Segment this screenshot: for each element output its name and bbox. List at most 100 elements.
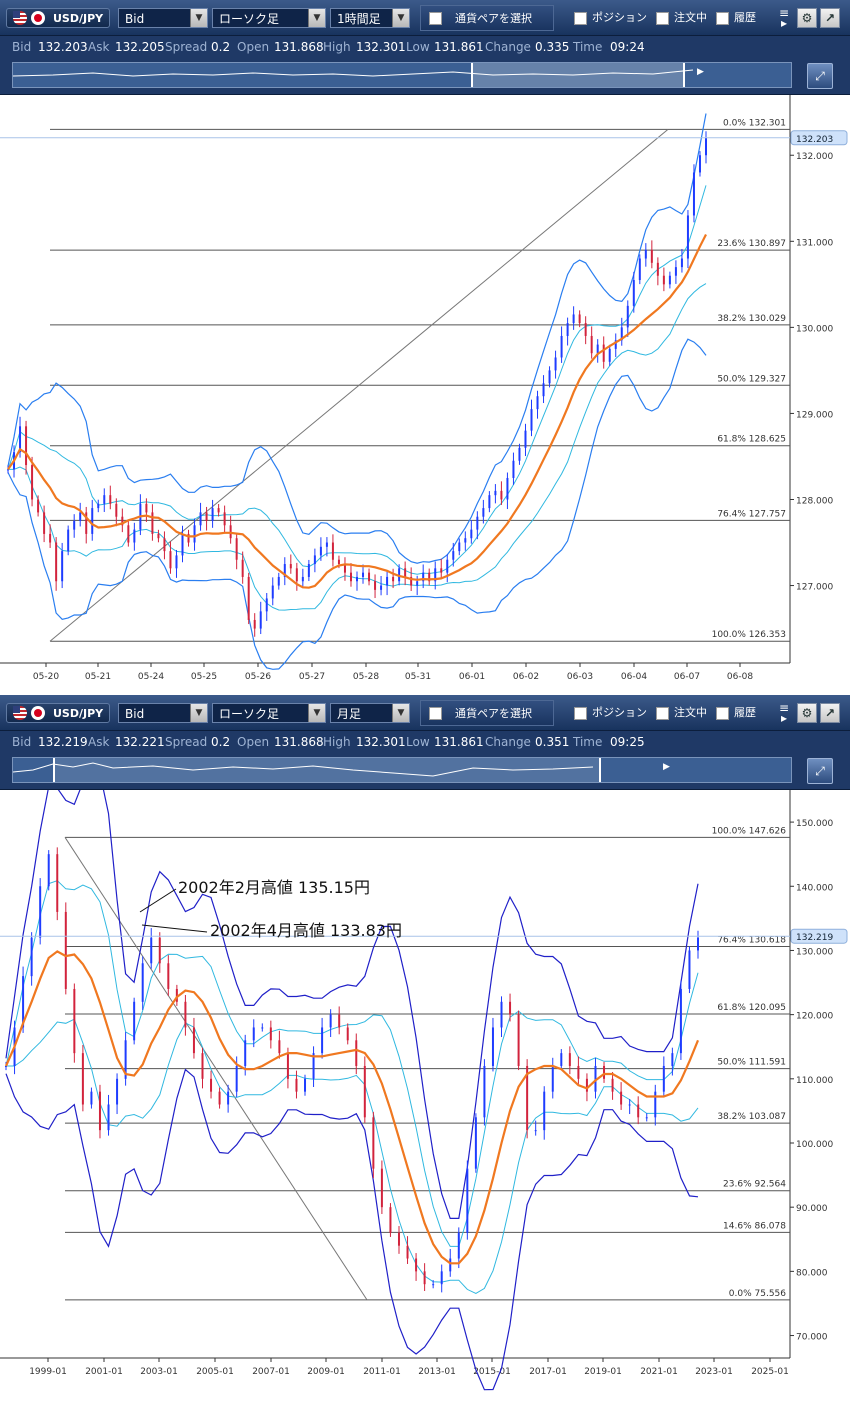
popout-icon[interactable]: ↗: [820, 8, 840, 28]
candle-body: [446, 559, 449, 573]
navigator-track[interactable]: ▶: [12, 62, 792, 88]
orders-checkbox[interactable]: [656, 707, 669, 720]
currency-pair-label: USD/JPY: [53, 707, 104, 720]
toolbar: USD/JPY Bid ▼ ローソク足 ▼ 月足 ▼ 通貨ペアを選択 ポジション…: [0, 695, 850, 731]
popout-icon[interactable]: ↗: [820, 703, 840, 723]
candle-body: [175, 988, 178, 1002]
gear-icon[interactable]: ⚙: [797, 8, 817, 28]
low-label: Low: [406, 40, 430, 54]
history-toggle[interactable]: 履歴: [716, 8, 766, 28]
candle-body: [321, 1027, 324, 1054]
timeframe-select[interactable]: 1時間足 ▼: [330, 8, 410, 28]
candle-body: [25, 426, 28, 466]
expand-icon[interactable]: ⤢: [807, 63, 833, 89]
fibonacci-label: 14.6% 86.078: [723, 1221, 786, 1231]
candle-body: [201, 1053, 204, 1079]
x-tick-label: 2001-01: [85, 1367, 123, 1377]
candle-body: [524, 430, 527, 448]
y-tick-label: 132.000: [796, 152, 833, 162]
navigator-bar: ▶ ⤢: [0, 58, 850, 95]
candle-body: [697, 937, 699, 951]
pair-select-checkbox[interactable]: [429, 707, 442, 720]
history-toggle[interactable]: 履歴: [716, 703, 766, 723]
bid-value: 132.203: [38, 40, 88, 54]
position-checkbox[interactable]: [574, 707, 587, 720]
moving-average-line: [4, 950, 700, 1265]
position-checkbox[interactable]: [574, 12, 587, 25]
chart-type-select[interactable]: ローソク足 ▼: [212, 703, 326, 723]
expand-icon[interactable]: ⤢: [807, 758, 833, 784]
play-icon[interactable]: ▶: [663, 762, 670, 772]
timeframe-select[interactable]: 月足 ▼: [330, 703, 410, 723]
navigator-track[interactable]: ▶: [12, 757, 792, 783]
candle-body: [543, 1091, 546, 1131]
history-checkbox[interactable]: [716, 707, 729, 720]
candle-body: [568, 1053, 571, 1066]
pair-select-button[interactable]: 通貨ペアを選択: [420, 700, 554, 726]
x-tick-label: 06-04: [621, 672, 647, 682]
candle-body: [265, 598, 268, 612]
currency-pair-button[interactable]: USD/JPY: [6, 8, 110, 28]
orders-label: 注文中: [674, 11, 707, 24]
high-label: High: [323, 40, 351, 54]
ask-label: Ask: [88, 735, 110, 749]
gear-icon[interactable]: ⚙: [797, 703, 817, 723]
candle-body: [654, 1091, 657, 1118]
price-type-select[interactable]: Bid ▼: [118, 8, 208, 28]
y-tick-label: 140.000: [796, 883, 833, 893]
current-price-label: 132.203: [796, 135, 833, 145]
play-icon[interactable]: ▶: [697, 67, 704, 77]
y-tick-label: 100.000: [796, 1140, 833, 1150]
candle-body: [380, 585, 383, 590]
candle-body: [372, 1117, 375, 1169]
chart-type-value: ローソク足: [219, 707, 280, 721]
spread-value: 0.2: [211, 40, 231, 54]
x-tick-label: 2011-01: [363, 1367, 401, 1377]
x-tick-label: 2003-01: [140, 1367, 178, 1377]
navigator-range-handle[interactable]: [53, 758, 601, 782]
position-toggle[interactable]: ポジション: [574, 8, 650, 28]
candle-body: [509, 1001, 512, 1015]
chevron-down-icon: ▼: [190, 704, 207, 722]
candle-body: [656, 262, 659, 276]
x-tick-label: 06-08: [727, 672, 753, 682]
menu-icon[interactable]: ≡ ▸: [778, 6, 790, 30]
candle-body: [304, 1078, 307, 1092]
candle-body: [620, 327, 623, 341]
candle-body: [397, 1232, 400, 1246]
candle-body: [218, 1091, 221, 1105]
position-toggle[interactable]: ポジション: [574, 703, 650, 723]
history-checkbox[interactable]: [716, 12, 729, 25]
x-tick-label: 2005-01: [196, 1367, 234, 1377]
navigator-range-handle[interactable]: [471, 63, 685, 87]
candle-body: [415, 1258, 418, 1272]
orders-checkbox[interactable]: [656, 12, 669, 25]
candle-body: [261, 1027, 264, 1029]
candle-body: [295, 1078, 298, 1092]
candle-body: [73, 521, 76, 530]
chevron-down-icon: ▼: [392, 704, 409, 722]
menu-icon[interactable]: ≡ ▸: [778, 701, 790, 725]
chevron-down-icon: ▼: [392, 9, 409, 27]
candle-body: [404, 568, 407, 577]
pair-select-button[interactable]: 通貨ペアを選択: [420, 5, 554, 31]
price-type-select[interactable]: Bid ▼: [118, 703, 208, 723]
navigator-bar: ▶ ⤢: [0, 753, 850, 790]
candle-body: [614, 340, 617, 349]
pair-select-checkbox[interactable]: [429, 12, 442, 25]
candle-body: [278, 1040, 281, 1054]
candle-body: [517, 1014, 520, 1066]
y-tick-label: 130.000: [796, 947, 833, 957]
candle-body: [331, 542, 334, 560]
currency-pair-button[interactable]: USD/JPY: [6, 703, 110, 723]
candle-body: [526, 1065, 529, 1131]
chart-type-select[interactable]: ローソク足 ▼: [212, 8, 326, 28]
y-tick-label: 80.000: [796, 1268, 828, 1278]
x-tick-label: 2021-01: [640, 1367, 678, 1377]
candle-body: [124, 1040, 127, 1079]
orders-toggle[interactable]: 注文中: [656, 703, 712, 723]
open-value: 131.868: [274, 735, 324, 749]
fibonacci-label: 23.6% 130.897: [717, 239, 786, 249]
bollinger-lower-inner: [6, 1018, 699, 1294]
orders-toggle[interactable]: 注文中: [656, 8, 712, 28]
